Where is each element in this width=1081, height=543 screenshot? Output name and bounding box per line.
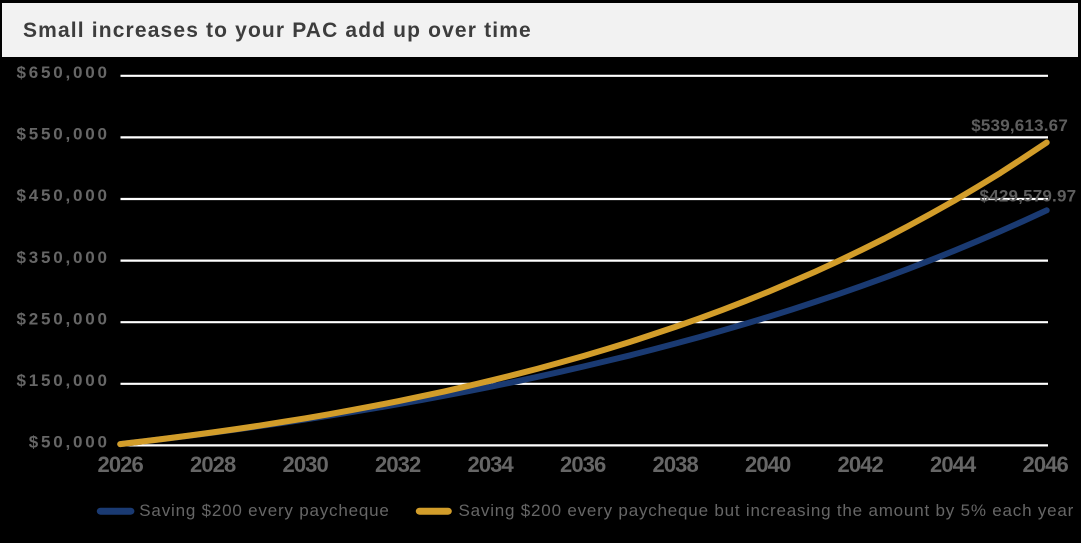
svg-text:2040: 2040 [745, 452, 791, 477]
svg-text:$429,579.97: $429,579.97 [980, 187, 1077, 206]
svg-text:Saving $200 every paycheque bu: Saving $200 every paycheque but increasi… [459, 501, 1075, 520]
svg-text:2032: 2032 [375, 452, 421, 477]
svg-text:2026: 2026 [98, 452, 144, 477]
svg-text:$550,000: $550,000 [16, 125, 109, 144]
svg-text:Saving $200 every paycheque: Saving $200 every paycheque [139, 501, 389, 520]
svg-text:$250,000: $250,000 [16, 309, 109, 328]
svg-text:2036: 2036 [560, 452, 606, 477]
svg-text:2030: 2030 [283, 452, 329, 477]
svg-text:$50,000: $50,000 [29, 433, 110, 452]
svg-text:$350,000: $350,000 [16, 248, 109, 267]
svg-text:$450,000: $450,000 [16, 186, 109, 205]
svg-text:$150,000: $150,000 [16, 371, 109, 390]
svg-text:2042: 2042 [838, 452, 884, 477]
svg-text:2028: 2028 [190, 452, 236, 477]
svg-text:2034: 2034 [468, 452, 515, 477]
svg-text:$650,000: $650,000 [16, 63, 109, 82]
svg-text:2038: 2038 [653, 452, 699, 477]
svg-text:2046: 2046 [1023, 452, 1069, 477]
svg-text:$539,613.67: $539,613.67 [971, 116, 1068, 135]
svg-text:2044: 2044 [930, 452, 977, 477]
